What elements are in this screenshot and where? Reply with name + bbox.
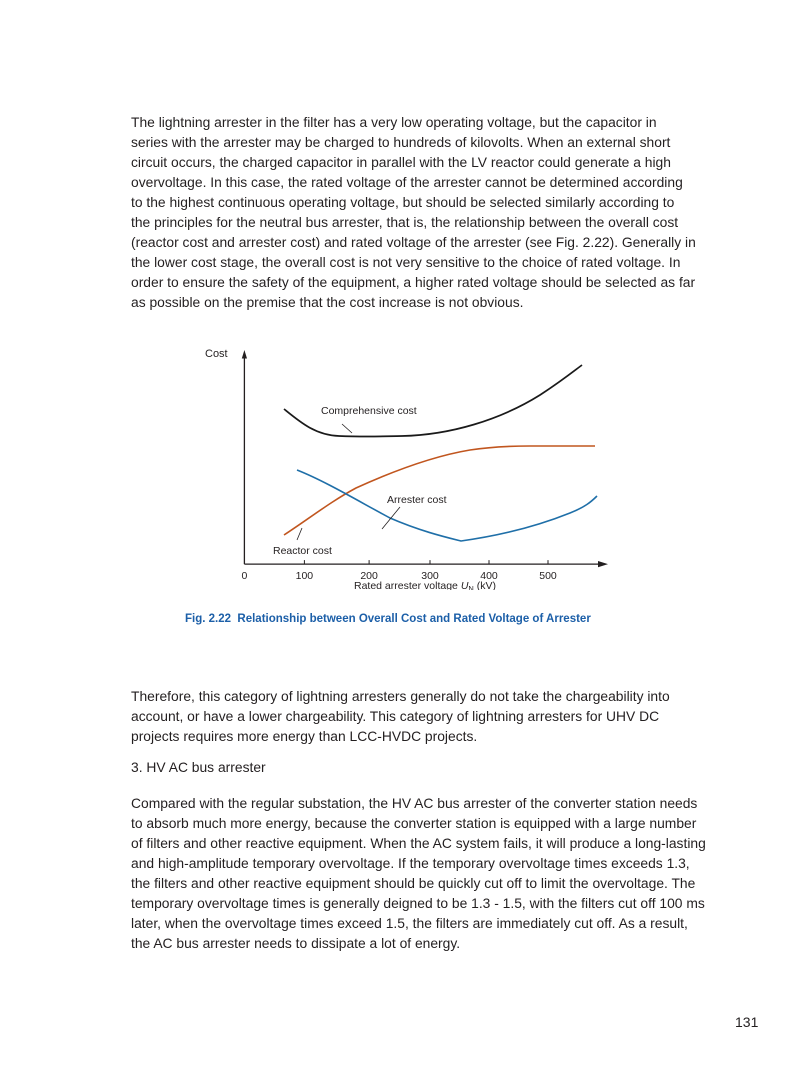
svg-text:Arrester cost: Arrester cost (387, 494, 447, 506)
svg-text:Cost: Cost (205, 348, 228, 360)
svg-text:0: 0 (241, 570, 247, 582)
svg-text:100: 100 (296, 570, 314, 582)
svg-text:500: 500 (539, 570, 557, 582)
svg-text:Reactor cost: Reactor cost (273, 545, 332, 557)
svg-text:Rated arrester voltage UN (k: Rated arrester voltage UN (kV) (354, 580, 496, 590)
svg-text:Comprehensive cost: Comprehensive cost (321, 405, 417, 417)
